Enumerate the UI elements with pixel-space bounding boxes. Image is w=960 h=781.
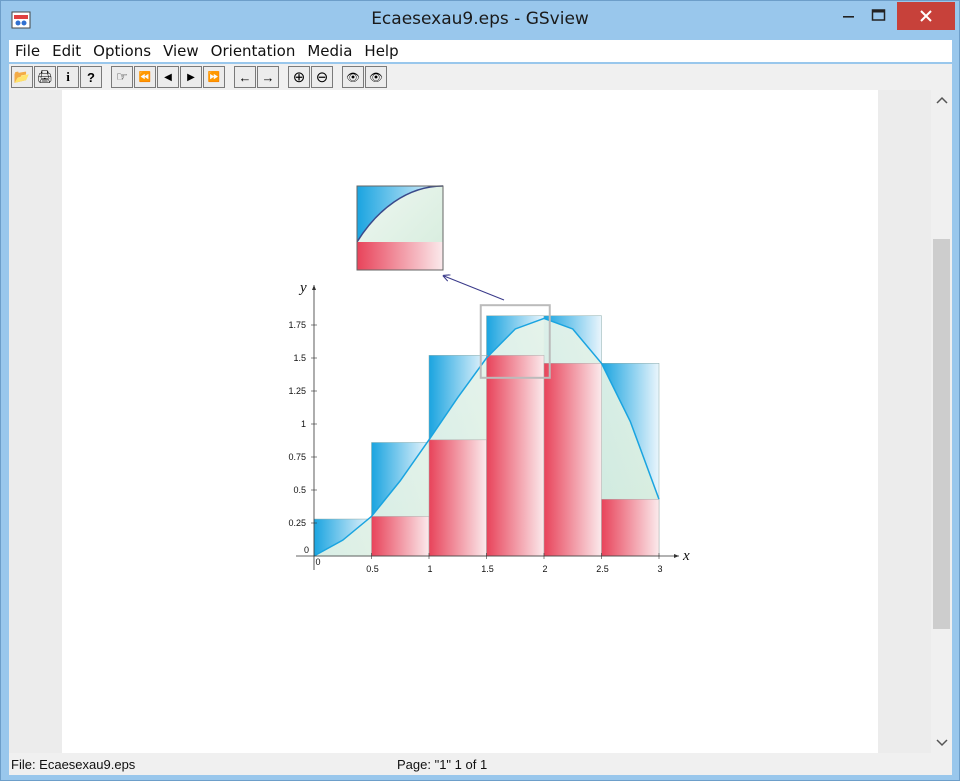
prev-page-button[interactable]: ◀: [157, 66, 179, 88]
x-tick-label: 2.5: [596, 564, 609, 574]
x-axis-label: x: [682, 548, 690, 564]
function-curve: [313, 317, 660, 557]
menu-file[interactable]: File: [15, 42, 41, 60]
vertical-scrollbar[interactable]: [931, 90, 952, 753]
last-page-icon: ⏩: [207, 71, 221, 83]
info-button[interactable]: i: [57, 66, 79, 88]
status-bar: File: Ecaesexau9.eps Page: "1" 1 of 1: [9, 753, 952, 775]
menu-orientation[interactable]: Orientation: [210, 42, 296, 60]
print-button[interactable]: 🖨: [34, 66, 56, 88]
scroll-down-button[interactable]: [931, 733, 952, 753]
y-tick-label: 1.5: [293, 353, 306, 363]
info-icon: i: [66, 69, 70, 84]
zoom-region-box: [479, 304, 551, 379]
open-button[interactable]: 📂: [11, 66, 33, 88]
scroll-up-button[interactable]: [931, 90, 952, 110]
back-button[interactable]: ←: [234, 66, 256, 88]
maximize-button[interactable]: [857, 2, 901, 30]
back-icon: ←: [238, 69, 252, 85]
lower-bar: [371, 516, 430, 557]
menu-help[interactable]: Help: [364, 42, 399, 60]
inset-upper-bar: [357, 186, 443, 242]
first-page-icon: ⏪: [138, 71, 152, 83]
document-page: 0 0.25 0.5 0.75 1 1.25 1.5 1.75 0 0.5 1 1.5 2 2.5 3 x y: [62, 90, 878, 753]
forward-button[interactable]: →: [257, 66, 279, 88]
y-tick-label: 0.75: [288, 452, 306, 462]
chevron-down-icon: [935, 739, 948, 747]
close-icon: [920, 10, 932, 22]
x-tick-label: 1: [427, 564, 432, 574]
print-icon: 🖨: [36, 69, 54, 84]
minimize-icon: [843, 16, 854, 18]
zoom-in-icon: ⊕: [292, 69, 306, 86]
y-tick-label: 0.25: [288, 518, 306, 528]
prev-page-icon: ◀: [164, 71, 172, 83]
title-bar[interactable]: Ecaesexau9.eps - GSview: [1, 1, 959, 39]
x-tick-label: 0.5: [366, 564, 379, 574]
chevron-up-icon: [935, 96, 948, 104]
y-axis-arrow: [312, 285, 316, 290]
document-viewport[interactable]: 0 0.25 0.5 0.75 1 1.25 1.5 1.75 0 0.5 1 1.5 2 2.5 3 x y: [9, 90, 931, 753]
lower-bar: [543, 363, 602, 557]
menu-media[interactable]: Media: [307, 42, 353, 60]
maximize-icon: [871, 9, 886, 21]
lower-bar: [428, 439, 487, 557]
inset-curve: [356, 185, 444, 243]
zoom-out-icon: ⊖: [315, 69, 329, 86]
menu-options[interactable]: Options: [93, 42, 152, 60]
x-axis-arrow: [674, 554, 679, 558]
status-file-name: File: Ecaesexau9.eps: [11, 757, 136, 772]
find-next-icon: 👁: [369, 71, 383, 84]
y-axis-label: y: [298, 280, 307, 296]
goto-page-icon: ☞: [116, 69, 128, 84]
y-tick-label: 1.75: [288, 320, 306, 330]
x-tick-label: 3: [657, 564, 662, 574]
inset-border: [356, 185, 444, 271]
scroll-thumb[interactable]: [933, 239, 950, 629]
forward-icon: →: [261, 69, 275, 85]
close-button[interactable]: [897, 2, 955, 30]
riemann-sum-chart: 0 0.25 0.5 0.75 1 1.25 1.5 1.75 0 0.5 1 1.5 2 2.5 3 x y: [288, 185, 690, 574]
first-page-button[interactable]: ⏪: [134, 66, 156, 88]
zoom-in-button[interactable]: ⊕: [288, 66, 310, 88]
gsview-app-icon[interactable]: [10, 9, 32, 31]
goto-page-button[interactable]: ☞: [111, 66, 133, 88]
toolbar: 📂 🖨 i ? ☞ ⏪ ◀ ▶ ⏩ ← → ⊕ ⊖ 👁 👁: [9, 64, 952, 90]
find-icon: 👁: [346, 71, 360, 84]
y-tick-label: 1.25: [288, 386, 306, 396]
x-tick-label: 1.5: [481, 564, 494, 574]
status-page-info: Page: "1" 1 of 1: [397, 757, 488, 772]
next-page-button[interactable]: ▶: [180, 66, 202, 88]
lower-bar: [486, 355, 545, 557]
minimize-button[interactable]: [827, 2, 871, 30]
zoom-inset: [356, 185, 444, 271]
find-next-button[interactable]: 👁: [365, 66, 387, 88]
next-page-icon: ▶: [187, 71, 195, 83]
help-button[interactable]: ?: [80, 66, 102, 88]
y-tick-label: 1: [301, 419, 306, 429]
window-title: Ecaesexau9.eps - GSview: [371, 9, 589, 29]
help-icon: ?: [87, 69, 95, 85]
find-button[interactable]: 👁: [342, 66, 364, 88]
menu-edit[interactable]: Edit: [52, 42, 82, 60]
plot-layer: 0 0.25 0.5 0.75 1 1.25 1.5 1.75 0 0.5 1 1.5 2 2.5 3 x y: [288, 280, 690, 574]
inset-lower-bar: [357, 242, 443, 270]
y-tick-label: 0: [304, 545, 309, 555]
menu-view[interactable]: View: [163, 42, 199, 60]
lower-bar: [601, 498, 660, 557]
menu-bar: File Edit Options View Orientation Media…: [9, 40, 952, 62]
y-tick-label: 0.5: [293, 485, 306, 495]
open-icon: 📂: [13, 69, 31, 84]
x-tick-label: 2: [542, 564, 547, 574]
last-page-button[interactable]: ⏩: [203, 66, 225, 88]
zoom-out-button[interactable]: ⊖: [311, 66, 333, 88]
x-tick-label: 0: [315, 557, 320, 567]
zoom-arrow: [444, 276, 505, 301]
